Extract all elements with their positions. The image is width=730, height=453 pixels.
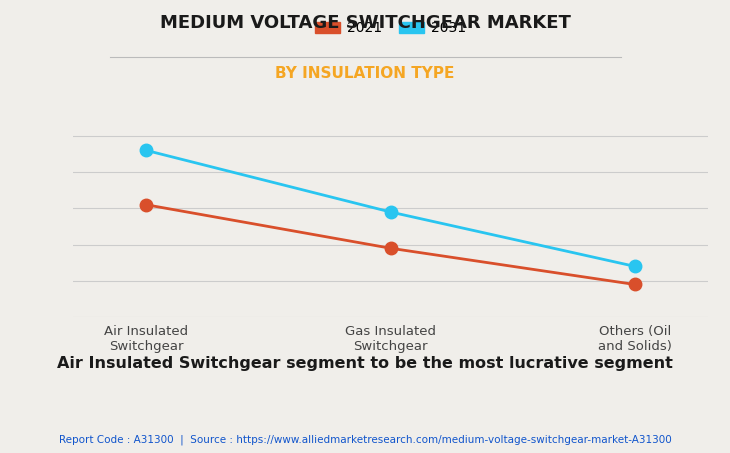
Text: BY INSULATION TYPE: BY INSULATION TYPE <box>275 66 455 81</box>
Legend: 2021, 2031: 2021, 2031 <box>310 16 472 41</box>
Text: Air Insulated Switchgear segment to be the most lucrative segment: Air Insulated Switchgear segment to be t… <box>57 356 673 371</box>
Text: MEDIUM VOLTAGE SWITCHGEAR MARKET: MEDIUM VOLTAGE SWITCHGEAR MARKET <box>160 14 570 32</box>
Text: Report Code : A31300  |  Source : https://www.alliedmarketresearch.com/medium-vo: Report Code : A31300 | Source : https://… <box>58 435 672 445</box>
